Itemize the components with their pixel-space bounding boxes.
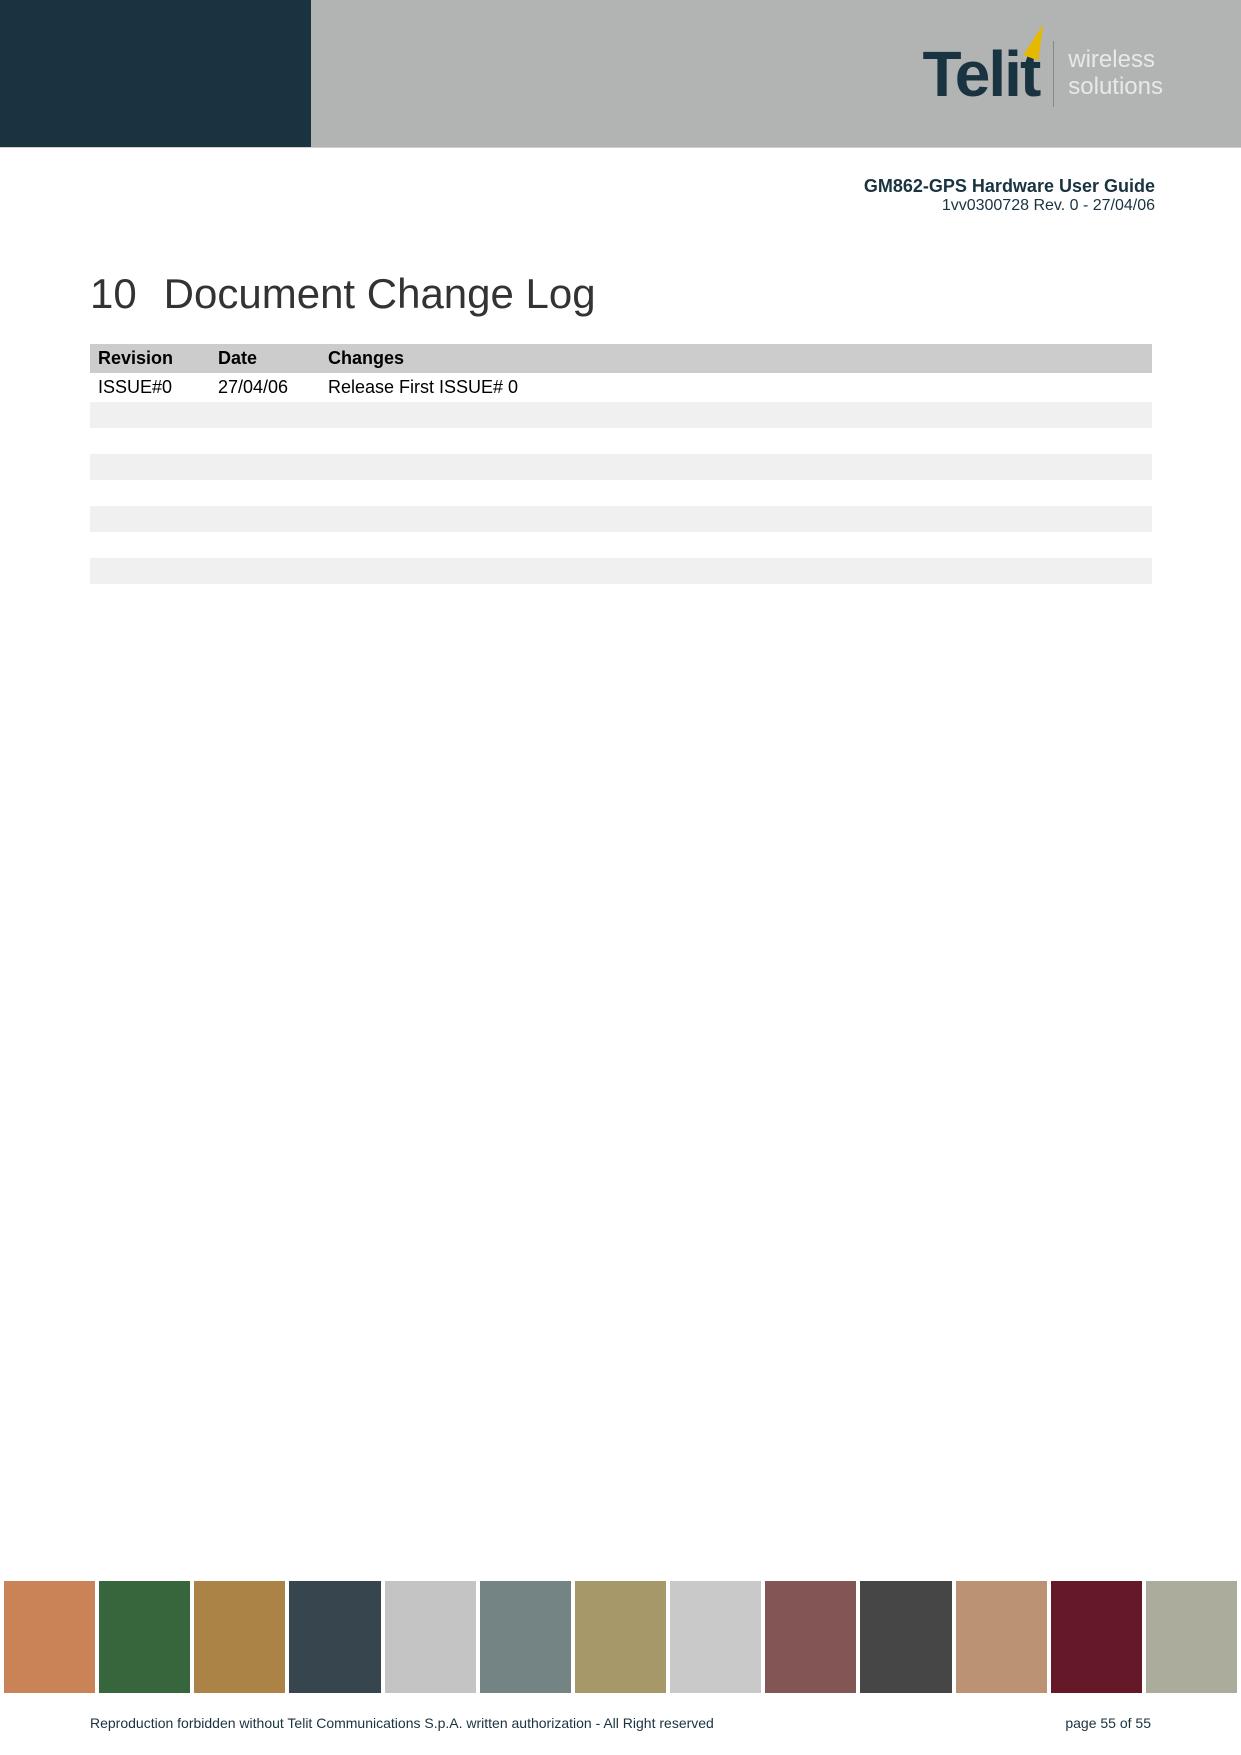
chapter-heading: 10 Document Change Log (90, 270, 1152, 318)
table-header-row: Revision Date Changes (90, 344, 1152, 373)
footer-tile (956, 1581, 1047, 1693)
header-right-block: Telit wireless solutions (311, 0, 1241, 147)
table-cell (210, 428, 320, 454)
logo-divider (1053, 41, 1054, 107)
footer-tile (1051, 1581, 1142, 1693)
table-cell (320, 584, 1152, 610)
logo-word: Telit (922, 38, 1039, 110)
table-row (90, 480, 1152, 506)
table-cell (210, 532, 320, 558)
table-cell (210, 480, 320, 506)
footer-tile (670, 1581, 761, 1693)
table-cell: Release First ISSUE# 0 (320, 373, 1152, 402)
chapter-title: Document Change Log (164, 270, 596, 317)
table-cell (210, 506, 320, 532)
logo: Telit wireless solutions (922, 37, 1163, 111)
footer-tile (860, 1581, 951, 1693)
table-cell (320, 506, 1152, 532)
table-cell (90, 428, 210, 454)
table-cell (210, 402, 320, 428)
table-row: ISSUE#027/04/06Release First ISSUE# 0 (90, 373, 1152, 402)
table-cell (90, 402, 210, 428)
table-row (90, 428, 1152, 454)
footer-tile (194, 1581, 285, 1693)
col-header-date: Date (210, 344, 320, 373)
col-header-revision: Revision (90, 344, 210, 373)
table-cell (90, 558, 210, 584)
footer-tile (385, 1581, 476, 1693)
table-row (90, 584, 1152, 610)
changelog-table: Revision Date Changes ISSUE#027/04/06Rel… (90, 344, 1152, 610)
table-cell (320, 454, 1152, 480)
col-header-changes: Changes (320, 344, 1152, 373)
table-cell (90, 584, 210, 610)
table-cell (210, 584, 320, 610)
logo-text: Telit (922, 37, 1039, 111)
header-left-block (0, 0, 311, 147)
doc-title: GM862-GPS Hardware User Guide (864, 176, 1155, 197)
footer-tile (480, 1581, 571, 1693)
page-content: 10 Document Change Log Revision Date Cha… (90, 270, 1152, 610)
footer-tile (575, 1581, 666, 1693)
table-row (90, 454, 1152, 480)
table-cell (320, 480, 1152, 506)
table-cell (320, 532, 1152, 558)
table-row (90, 532, 1152, 558)
tagline-line1: wireless (1068, 47, 1163, 73)
table-cell (320, 402, 1152, 428)
table-row (90, 558, 1152, 584)
table-cell (210, 558, 320, 584)
footer-line: Reproduction forbidden without Telit Com… (0, 1715, 1241, 1731)
table-row (90, 506, 1152, 532)
footer-tile (99, 1581, 190, 1693)
chapter-number: 10 (90, 270, 152, 318)
footer-page: page 55 of 55 (1065, 1715, 1151, 1731)
table-cell: ISSUE#0 (90, 373, 210, 402)
table-row (90, 402, 1152, 428)
footer-tile (4, 1581, 95, 1693)
table-cell (90, 480, 210, 506)
table-cell (320, 558, 1152, 584)
doc-subtitle: 1vv0300728 Rev. 0 - 27/04/06 (864, 197, 1155, 215)
changelog-body: ISSUE#027/04/06Release First ISSUE# 0 (90, 373, 1152, 610)
table-cell (90, 506, 210, 532)
footer-tile (289, 1581, 380, 1693)
table-cell (320, 428, 1152, 454)
footer-tile (765, 1581, 856, 1693)
logo-accent-icon (1024, 21, 1051, 60)
table-cell (90, 532, 210, 558)
document-metadata: GM862-GPS Hardware User Guide 1vv0300728… (864, 176, 1155, 215)
tagline-line2: solutions (1068, 74, 1163, 100)
header-band: Telit wireless solutions (0, 0, 1241, 148)
table-cell (90, 454, 210, 480)
table-cell (210, 454, 320, 480)
footer-copyright: Reproduction forbidden without Telit Com… (90, 1715, 714, 1731)
table-cell: 27/04/06 (210, 373, 320, 402)
footer-image-band (0, 1581, 1241, 1693)
logo-tagline: wireless solutions (1068, 47, 1163, 100)
footer-tile (1146, 1581, 1237, 1693)
